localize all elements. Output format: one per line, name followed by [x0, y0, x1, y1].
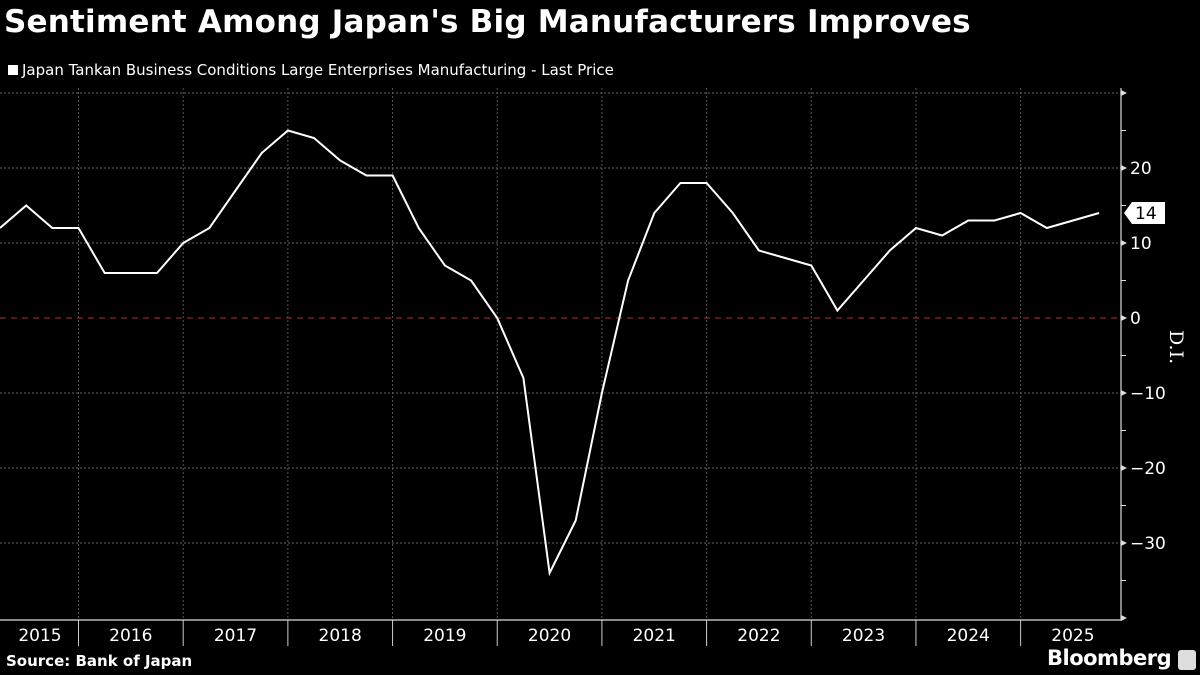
y-axis-label: D.I.: [1165, 330, 1187, 364]
y-major-tick: [1121, 540, 1127, 546]
y-major-tick: [1121, 315, 1127, 321]
series-line: [0, 129, 1100, 577]
x-tick-label: 2024: [947, 626, 990, 646]
y-major-tick: [1121, 390, 1127, 396]
y-tick-label: 0: [1130, 309, 1141, 329]
bloomberg-logo: Bloomberg: [1047, 646, 1172, 670]
x-tick-label: 2019: [423, 626, 466, 646]
x-tick-label: 2025: [1051, 626, 1094, 646]
legend-swatch: [8, 65, 18, 75]
y-tick-label: −10: [1130, 384, 1166, 404]
last-value-label: 14: [1135, 204, 1157, 224]
x-tick-label: 2018: [319, 626, 362, 646]
y-major-tick: [1121, 615, 1127, 621]
x-tick-label: 2016: [109, 626, 152, 646]
y-major-tick: [1121, 165, 1127, 171]
source-note: Source: Bank of Japan: [6, 652, 193, 670]
x-tick-label: 2020: [528, 626, 571, 646]
legend-label: Japan Tankan Business Conditions Large E…: [22, 61, 614, 79]
legend: Japan Tankan Business Conditions Large E…: [8, 61, 614, 79]
last-value-tag: [1124, 202, 1165, 224]
y-tick-label: −30: [1130, 534, 1166, 554]
bloomberg-chart-icon: [1178, 650, 1196, 670]
x-tick-label: 2022: [737, 626, 780, 646]
y-major-tick: [1121, 90, 1127, 96]
y-major-tick: [1121, 465, 1127, 471]
x-tick-label: 2017: [214, 626, 257, 646]
y-tick-label: 10: [1130, 234, 1152, 254]
y-tick-label: −20: [1130, 459, 1166, 479]
x-tick-label: 2015: [18, 626, 61, 646]
x-tick-label: 2023: [842, 626, 885, 646]
y-tick-label: 20: [1130, 159, 1152, 179]
x-tick-label: 2021: [633, 626, 676, 646]
y-major-tick: [1121, 240, 1127, 246]
chart-title: Sentiment Among Japan's Big Manufacturer…: [4, 4, 971, 40]
